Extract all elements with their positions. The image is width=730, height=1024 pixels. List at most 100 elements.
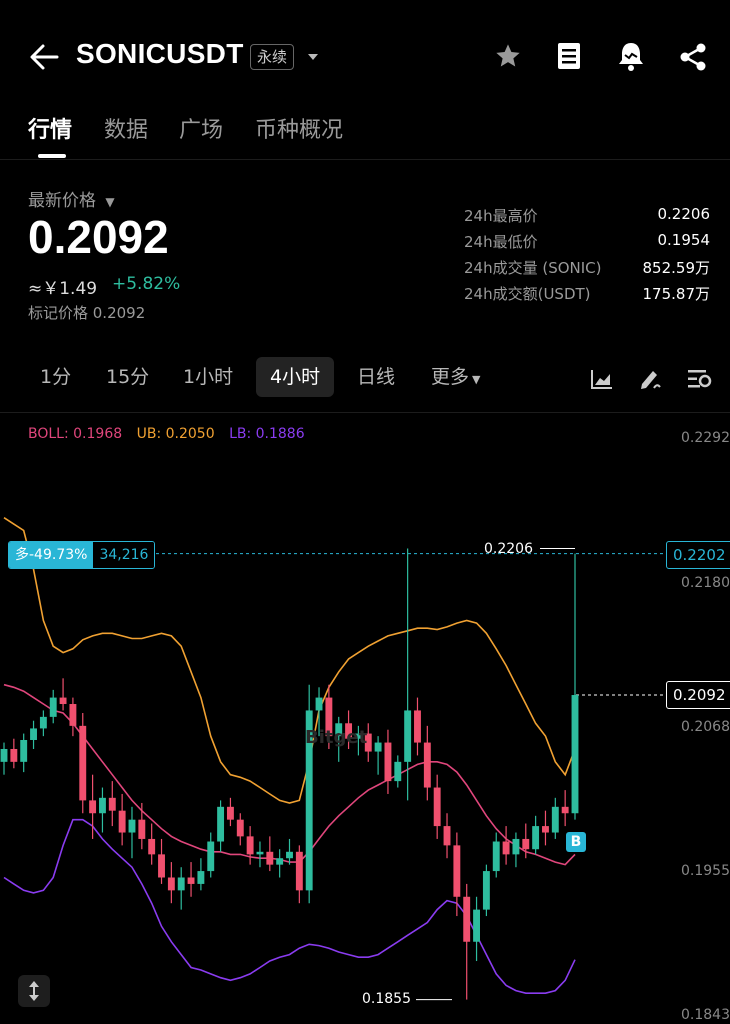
draw-tool-icon[interactable]: [638, 366, 664, 392]
candle-body: [286, 851, 293, 859]
price-change-percent: +5.82%: [112, 274, 181, 294]
candle-body: [256, 851, 264, 855]
alert-bell-icon[interactable]: [616, 40, 646, 72]
candle-body: [463, 896, 471, 942]
low-price-label: 0.1855: [362, 991, 411, 1007]
candle-body: [315, 697, 323, 711]
candle-body: [482, 871, 490, 910]
candle-body: [453, 845, 461, 897]
latest-price-label[interactable]: 最新价格 ▼: [28, 186, 115, 211]
boll-upper-band: [3, 517, 576, 804]
indicator-chart-icon[interactable]: [590, 368, 614, 390]
tab-square[interactable]: 广场: [179, 118, 224, 143]
candle-body: [492, 841, 500, 872]
position-pnl: 多-49.73%: [9, 542, 94, 568]
candle-body: [354, 733, 362, 739]
y-axis-tick: 0.2292: [681, 430, 730, 446]
candle-body: [423, 742, 431, 788]
candle-body: [158, 854, 165, 878]
boll-middle-band: [3, 683, 576, 866]
candle-body: [384, 742, 392, 782]
candle-body: [364, 733, 372, 752]
candlestick-chart[interactable]: [0, 415, 730, 1024]
candle-body: [226, 806, 234, 820]
candle-body: [108, 797, 116, 811]
candle-body: [394, 761, 402, 782]
last-price: 0.2092: [28, 211, 169, 263]
candle-body: [532, 826, 540, 850]
stat-low-label: 24h最低价: [464, 233, 538, 251]
interval-1d[interactable]: 日线: [357, 366, 396, 388]
perpetual-badge: 永续: [250, 44, 295, 70]
interval-4h[interactable]: 4小时: [256, 357, 335, 397]
position-quantity: 34,216: [93, 542, 155, 568]
tab-data[interactable]: 数据: [104, 118, 149, 143]
candle-body: [148, 838, 156, 855]
candle-body: [551, 806, 559, 833]
latest-price-label-text: 最新价格: [28, 191, 96, 211]
candle-body: [433, 787, 441, 827]
interval-more-label: 更多: [431, 366, 470, 388]
candle-body: [295, 851, 303, 891]
y-axis-tick: 0.1955: [681, 863, 730, 879]
symbol-title[interactable]: SONICUSDT: [76, 38, 244, 69]
chart-settings-icon[interactable]: [686, 368, 712, 390]
candle-body: [374, 742, 382, 752]
candle-body: [39, 716, 47, 729]
tab-market[interactable]: 行情: [28, 118, 73, 143]
chart-expand-button[interactable]: [18, 975, 50, 1007]
candle-body: [345, 723, 353, 739]
buy-marker[interactable]: B: [566, 832, 586, 852]
candle-body: [89, 800, 97, 814]
boll-value: BOLL: 0.1968: [28, 426, 123, 442]
cny-price: ≈￥1.49: [28, 279, 98, 299]
notebook-icon[interactable]: [556, 42, 582, 70]
interval-1h[interactable]: 1小时: [183, 366, 234, 388]
star-icon[interactable]: [494, 42, 522, 70]
y-axis-tick: 0.1843: [681, 1007, 730, 1023]
candle-body: [20, 739, 28, 762]
interval-1m[interactable]: 1分: [40, 366, 72, 388]
candle-body: [502, 841, 510, 855]
position-tag[interactable]: 多-49.73% 34,216: [8, 541, 156, 569]
stat-volume-value: 852.59万: [642, 259, 711, 277]
candle-body: [69, 704, 77, 726]
position-price-tag: 0.2202: [666, 541, 730, 569]
tab-coin-overview[interactable]: 币种概况: [255, 118, 344, 143]
candle-body: [79, 725, 87, 801]
share-icon[interactable]: [678, 42, 708, 72]
stat-high-value: 0.2206: [657, 205, 711, 223]
candle-body: [522, 838, 530, 850]
candle-body: [512, 838, 520, 855]
candle-body: [187, 877, 195, 884]
candle-body: [414, 710, 421, 743]
y-axis-tick: 0.2068: [681, 719, 730, 735]
caret-down-icon: ▼: [105, 195, 115, 209]
back-arrow-icon[interactable]: [28, 42, 60, 72]
y-axis-tick: 0.2180: [681, 575, 730, 591]
candle-body: [217, 806, 225, 842]
caret-down-icon: ▼: [472, 373, 481, 386]
candle-body: [49, 697, 57, 717]
interval-15m[interactable]: 15分: [106, 366, 150, 388]
candle-body: [0, 748, 8, 762]
candle-body: [30, 728, 37, 740]
candle-body: [325, 697, 333, 737]
chevron-down-icon[interactable]: [306, 52, 320, 62]
candle-body: [542, 826, 549, 833]
divider: [0, 412, 730, 413]
mark-price: 标记价格 0.2092: [28, 304, 146, 322]
interval-more[interactable]: 更多 ▼: [431, 357, 480, 397]
candle-body: [305, 710, 313, 891]
candle-body: [10, 748, 18, 762]
ub-value: UB: 0.2050: [136, 426, 215, 442]
candle-body: [177, 877, 185, 891]
candle-body: [561, 806, 569, 814]
candle-body: [207, 841, 215, 872]
stat-high-label: 24h最高价: [464, 207, 538, 225]
candle-body: [246, 836, 254, 855]
candle-body: [335, 723, 343, 737]
candle-body: [276, 858, 284, 865]
candle-body: [266, 851, 274, 865]
candle-body: [197, 871, 205, 884]
